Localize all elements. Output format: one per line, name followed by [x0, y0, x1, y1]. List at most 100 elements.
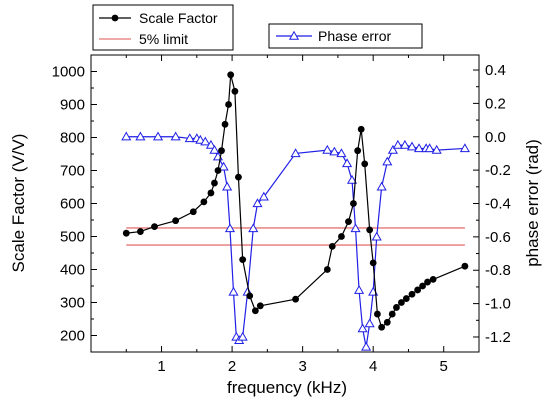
- scale-factor-point: [361, 160, 369, 168]
- phase-error-point: [459, 143, 470, 153]
- phase-error-point: [135, 131, 146, 141]
- phase-error-point: [357, 323, 368, 333]
- scale-factor-point: [122, 229, 130, 237]
- y-left-tick-label: 900: [60, 97, 85, 114]
- scale-factor-point: [345, 218, 352, 226]
- y-left-tick-label: 1000: [52, 64, 85, 81]
- phase-error-point: [121, 131, 132, 141]
- scale-factor-point: [374, 310, 381, 318]
- plot-frame: [90, 54, 480, 353]
- phase-error-point: [387, 144, 398, 154]
- phase-error-point: [258, 191, 269, 201]
- y-right-tick-label: 0.4: [485, 62, 506, 79]
- phase-error-point: [382, 156, 393, 166]
- scale-factor-point: [328, 243, 336, 250]
- phase-error-point: [431, 144, 442, 154]
- x-tick-label: 3: [298, 358, 306, 375]
- phase-error-point: [392, 139, 403, 149]
- legend-limit-label: 5% limit: [139, 31, 188, 47]
- scale-factor-point: [227, 71, 235, 79]
- phase-error-point: [200, 136, 211, 146]
- legend-scale-factor-marker: [111, 14, 119, 22]
- scale-factor-point: [429, 276, 437, 283]
- x-tick-label: 1: [157, 358, 165, 375]
- phase-error-point: [322, 144, 333, 154]
- scale-factor-point: [323, 266, 331, 273]
- y-right-tick-label: -1.0: [485, 296, 511, 313]
- phase-error-point: [329, 146, 340, 156]
- y-right-tick-label: -0.8: [485, 262, 511, 279]
- legend-box-left: [92, 4, 234, 51]
- phase-error-point: [364, 318, 375, 328]
- phase-error-point: [354, 285, 365, 294]
- x-tick-label: 4: [369, 358, 377, 375]
- phase-error-point: [224, 223, 236, 233]
- scale-factor-point: [338, 233, 345, 240]
- y-left-tick-label: 800: [60, 130, 85, 147]
- scale-factor-point: [414, 286, 422, 294]
- scale-factor-point: [256, 302, 264, 310]
- y-left-tick-label: 500: [60, 229, 85, 246]
- y-right-tick-label: 0.2: [485, 95, 506, 112]
- y-right-tick-label: -0.4: [485, 196, 511, 213]
- phase-error-point: [350, 223, 361, 233]
- legend-phase-error-marker: [288, 30, 300, 40]
- phase-error-point: [413, 143, 425, 153]
- scale-factor-point: [402, 295, 410, 302]
- scale-factor-point: [218, 147, 225, 155]
- x-tick-label: 5: [440, 358, 448, 375]
- scale-factor-point: [292, 295, 299, 303]
- phase-error-point: [195, 134, 206, 144]
- scale-factor-point: [221, 120, 229, 128]
- y-left-tick-label: 200: [60, 328, 85, 345]
- y-right-tick-label: -1.2: [485, 329, 511, 346]
- phase-error-point: [371, 231, 382, 241]
- scale-factor-point: [214, 167, 222, 174]
- scale-factor-point: [461, 262, 469, 270]
- scale-factor-line: [126, 74, 466, 329]
- left-y-axis-title: Scale Factor (V/V): [9, 134, 28, 273]
- scale-factor-point: [231, 87, 239, 95]
- phase-error-line: [126, 136, 465, 348]
- phase-error-point: [406, 141, 418, 151]
- scale-factor-point: [419, 282, 426, 290]
- scale-factor-point: [207, 189, 215, 197]
- scale-factor-point: [200, 198, 208, 206]
- scale-factor-point: [357, 125, 365, 133]
- scale-factor-point: [408, 290, 416, 298]
- scale-factor-point: [369, 259, 377, 267]
- scale-factor-point: [354, 147, 362, 155]
- phase-error-point: [222, 181, 233, 191]
- scale-factor-point: [235, 173, 242, 181]
- phase-error-point: [152, 131, 164, 141]
- scale-factor-point: [388, 310, 396, 318]
- phase-error-point: [218, 161, 229, 171]
- phase-error-point: [346, 174, 358, 184]
- scale-factor-point: [366, 226, 374, 234]
- x-axis-title: frequency (kHz): [227, 378, 347, 397]
- scale-factor-point: [393, 304, 400, 311]
- scale-factor-point: [251, 307, 259, 315]
- scale-factor-point: [246, 292, 254, 300]
- scale-factor-point: [151, 223, 158, 231]
- y-left-tick-label: 600: [60, 196, 85, 213]
- scale-factor-point: [225, 101, 232, 108]
- phase-error-point: [361, 341, 372, 351]
- y-left-tick-label: 700: [60, 163, 85, 180]
- scale-factor-point: [350, 200, 357, 207]
- scale-factor-point: [378, 323, 386, 331]
- y-left-tick-label: 400: [60, 262, 85, 279]
- phase-error-point: [237, 331, 248, 341]
- phase-error-point: [209, 144, 220, 154]
- y-left-tick-label: 300: [60, 295, 85, 312]
- phase-error-point: [184, 133, 195, 143]
- legend-scale-factor-label: Scale Factor: [139, 10, 218, 26]
- scale-factor-point: [383, 318, 391, 326]
- phase-error-point: [248, 223, 259, 233]
- phase-error-point: [228, 286, 239, 296]
- scale-factor-point: [424, 278, 431, 286]
- phase-error-point: [336, 148, 347, 158]
- scale-factor-point: [211, 179, 218, 187]
- scale-factor-point: [136, 228, 144, 235]
